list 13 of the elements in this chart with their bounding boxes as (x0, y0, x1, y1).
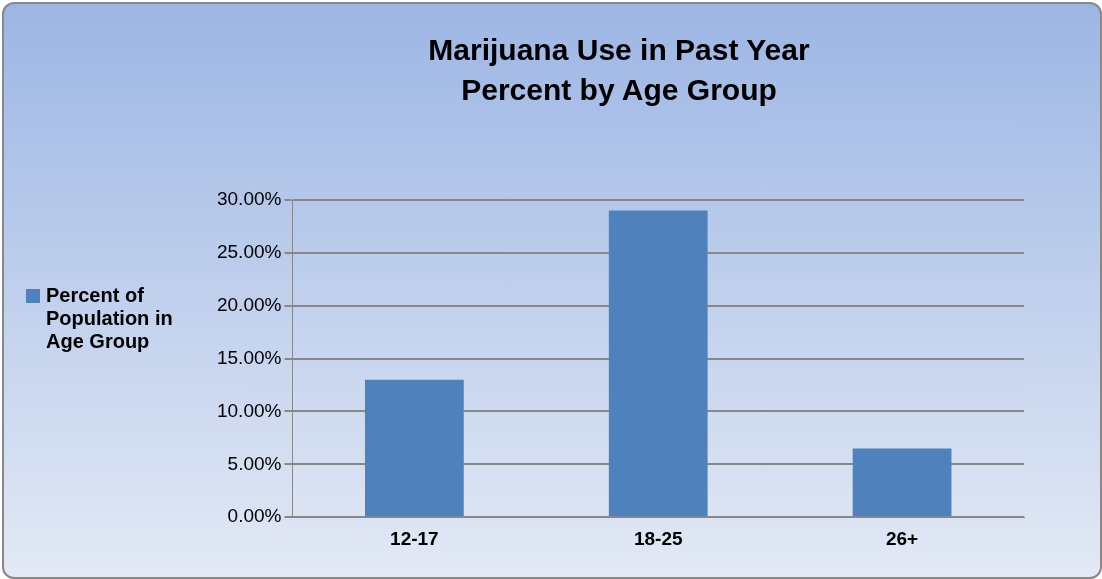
y-tick-label: 15.00% (216, 346, 282, 368)
x-tick-label: 12-17 (390, 527, 439, 549)
y-tick-label: 20.00% (216, 293, 282, 315)
chart-subtitle: Percent by Age Group (461, 73, 777, 107)
y-tick-label: 30.00% (216, 188, 282, 210)
x-tick-label: 26+ (885, 527, 919, 549)
chart-title: Marijuana Use in Past Year (428, 33, 810, 67)
y-tick-label: 10.00% (216, 399, 282, 421)
y-tick-label: 0.00% (227, 505, 282, 527)
legend-label: Percent of Population in Age Group (46, 284, 174, 353)
y-tick-label: 25.00% (216, 241, 282, 263)
y-tick-label: 5.00% (227, 452, 282, 474)
x-tick-label: 18-25 (633, 527, 683, 549)
